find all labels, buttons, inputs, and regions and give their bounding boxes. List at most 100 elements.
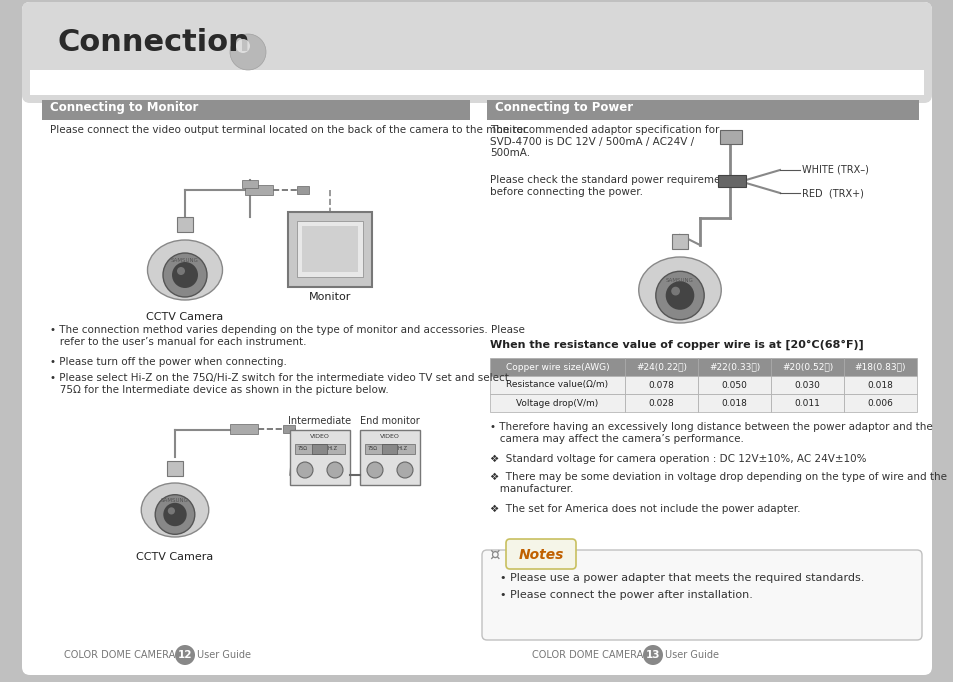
Text: #22(0.33㎟): #22(0.33㎟) xyxy=(708,363,760,372)
Bar xyxy=(770,376,843,394)
Bar xyxy=(698,358,770,376)
Ellipse shape xyxy=(639,257,720,323)
Text: Monitor: Monitor xyxy=(309,292,351,302)
Circle shape xyxy=(327,462,343,478)
Bar xyxy=(843,358,916,376)
Bar xyxy=(296,186,309,194)
Bar xyxy=(242,180,257,188)
Text: 0.011: 0.011 xyxy=(794,398,820,408)
Text: Hi.Z: Hi.Z xyxy=(328,447,337,451)
Text: Resistance value(Ω/m): Resistance value(Ω/m) xyxy=(506,381,608,389)
Text: Please connect the video output terminal located on the back of the camera to th: Please connect the video output terminal… xyxy=(50,125,529,135)
Text: #20(0.52㎟): #20(0.52㎟) xyxy=(781,363,832,372)
Bar xyxy=(245,185,273,195)
Text: VIDEO: VIDEO xyxy=(310,434,330,439)
Text: Connection: Connection xyxy=(58,28,251,57)
FancyBboxPatch shape xyxy=(481,550,921,640)
Bar xyxy=(302,226,357,272)
Bar xyxy=(624,394,698,412)
Text: SAMSUNG: SAMSUNG xyxy=(161,497,189,503)
Circle shape xyxy=(174,645,194,665)
Circle shape xyxy=(671,286,679,295)
Text: ❖  The set for America does not include the power adapter.: ❖ The set for America does not include t… xyxy=(490,504,800,514)
Text: 0.006: 0.006 xyxy=(866,398,893,408)
Text: 75Ω: 75Ω xyxy=(368,447,377,451)
Bar xyxy=(365,444,415,454)
Text: • Please use a power adapter that meets the required standards.: • Please use a power adapter that meets … xyxy=(499,573,863,583)
Bar xyxy=(42,100,470,120)
Ellipse shape xyxy=(141,483,209,537)
Text: ❖  Standard voltage for camera operation : DC 12V±10%, AC 24V±10%: ❖ Standard voltage for camera operation … xyxy=(490,454,865,464)
Bar xyxy=(486,100,918,120)
Text: End monitor: End monitor xyxy=(359,416,419,426)
Bar xyxy=(490,376,624,394)
Circle shape xyxy=(163,253,207,297)
Circle shape xyxy=(155,494,194,534)
Text: CCTV Camera: CCTV Camera xyxy=(136,552,213,562)
Text: ¤: ¤ xyxy=(489,546,499,564)
Bar xyxy=(698,376,770,394)
Bar xyxy=(381,444,396,454)
Bar xyxy=(698,394,770,412)
Bar xyxy=(843,376,916,394)
Text: VIDEO: VIDEO xyxy=(379,434,399,439)
Text: 12: 12 xyxy=(177,650,193,660)
Text: 75Ω: 75Ω xyxy=(297,447,308,451)
Text: User Guide: User Guide xyxy=(196,650,251,660)
Text: 0.018: 0.018 xyxy=(866,381,893,389)
Bar xyxy=(296,221,363,277)
Text: Notes: Notes xyxy=(517,548,563,562)
Circle shape xyxy=(655,271,703,320)
Text: Connecting to Monitor: Connecting to Monitor xyxy=(50,101,198,114)
FancyBboxPatch shape xyxy=(22,2,931,675)
Circle shape xyxy=(177,267,185,275)
Text: #24(0.22㎟): #24(0.22㎟) xyxy=(636,363,686,372)
Text: RED  (TRX+): RED (TRX+) xyxy=(801,188,863,198)
Text: Hi.Z: Hi.Z xyxy=(397,447,408,451)
Bar xyxy=(770,358,843,376)
Bar xyxy=(294,444,345,454)
Circle shape xyxy=(367,462,382,478)
Bar xyxy=(30,70,923,95)
Text: 0.050: 0.050 xyxy=(720,381,746,389)
Bar xyxy=(843,394,916,412)
FancyBboxPatch shape xyxy=(22,2,931,103)
Text: Connecting to Power: Connecting to Power xyxy=(495,101,633,114)
Text: When the resistance value of copper wire is at [20°C(68°F)]: When the resistance value of copper wire… xyxy=(490,340,862,351)
Bar xyxy=(312,444,327,454)
Text: SAMSUNG: SAMSUNG xyxy=(665,278,693,282)
Bar xyxy=(718,175,745,187)
Bar xyxy=(720,130,741,144)
Circle shape xyxy=(172,262,198,288)
Text: • Please connect the power after installation.: • Please connect the power after install… xyxy=(499,590,752,600)
Text: COLOR DOME CAMERA: COLOR DOME CAMERA xyxy=(531,650,642,660)
FancyBboxPatch shape xyxy=(505,539,576,569)
Text: #18(0.83㎟): #18(0.83㎟) xyxy=(854,363,905,372)
Bar xyxy=(490,394,624,412)
Text: 0.018: 0.018 xyxy=(720,398,746,408)
Bar xyxy=(167,461,183,476)
Circle shape xyxy=(168,507,174,514)
Text: Please check the standard power requirement
before connecting the power.: Please check the standard power requirem… xyxy=(490,175,730,196)
Bar xyxy=(624,358,698,376)
Text: ❖  There may be some deviation in voltage drop depending on the type of wire and: ❖ There may be some deviation in voltage… xyxy=(490,472,946,494)
Text: Copper wire size(AWG): Copper wire size(AWG) xyxy=(505,363,609,372)
Text: Intermediate: Intermediate xyxy=(288,416,352,426)
Circle shape xyxy=(235,39,250,53)
Bar xyxy=(359,430,419,485)
Bar xyxy=(624,376,698,394)
Ellipse shape xyxy=(148,240,222,300)
Text: • Please turn off the power when connecting.: • Please turn off the power when connect… xyxy=(50,357,287,367)
Circle shape xyxy=(396,462,413,478)
Text: COLOR DOME CAMERA: COLOR DOME CAMERA xyxy=(64,650,174,660)
Text: User Guide: User Guide xyxy=(664,650,719,660)
Text: The recommended adaptor specification for
SVD-4700 is DC 12V / 500mA / AC24V /
5: The recommended adaptor specification fo… xyxy=(490,125,719,158)
Text: Voltage drop(V/m): Voltage drop(V/m) xyxy=(516,398,598,408)
Circle shape xyxy=(665,281,694,310)
Text: WHITE (TRX–): WHITE (TRX–) xyxy=(801,165,868,175)
Text: 0.030: 0.030 xyxy=(794,381,820,389)
Bar xyxy=(230,424,257,434)
Bar xyxy=(288,212,372,287)
Circle shape xyxy=(296,462,313,478)
Text: SAMSUNG: SAMSUNG xyxy=(171,258,199,263)
